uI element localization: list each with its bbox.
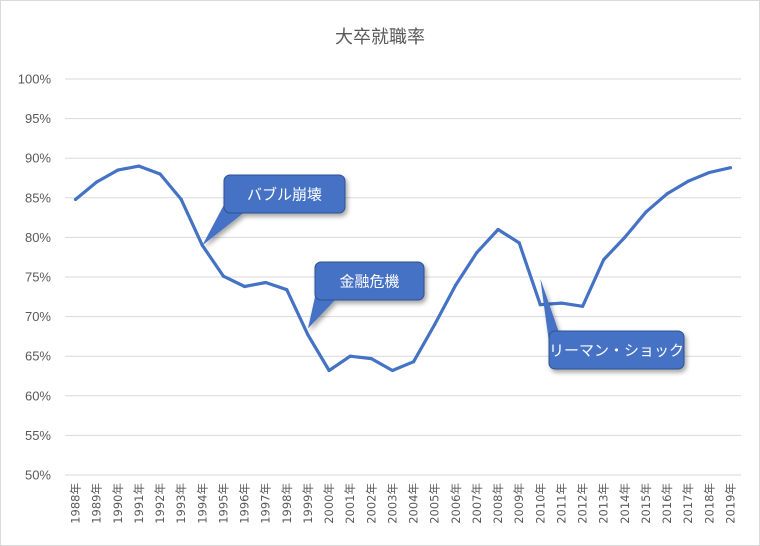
x-tick-label: 1993年 — [174, 483, 188, 524]
y-tick-label: 70% — [25, 309, 51, 324]
data-point — [475, 250, 479, 255]
chart-title: 大卒就職率 — [335, 27, 425, 48]
x-tick-label: 2012年 — [576, 483, 590, 524]
x-tick-label: 2003年 — [385, 483, 399, 524]
x-tick-label: 1990年 — [111, 483, 125, 524]
y-tick-label: 90% — [25, 151, 51, 166]
data-point — [433, 322, 437, 327]
callout — [202, 174, 346, 246]
x-tick-label: 2006年 — [449, 483, 463, 524]
x-tick-label: 2008年 — [491, 483, 505, 524]
y-tick-label: 85% — [25, 190, 51, 205]
callout-box — [548, 330, 685, 370]
x-tick-label: 2001年 — [343, 483, 357, 524]
data-point — [264, 280, 268, 285]
data-point — [221, 274, 226, 278]
data-point — [665, 192, 669, 196]
callout-label: バブル崩壊 — [247, 186, 322, 204]
data-point — [538, 303, 542, 307]
x-tick-label: 2007年 — [470, 483, 484, 524]
x-tick-label: 2000年 — [322, 483, 336, 524]
data-point — [559, 301, 564, 305]
data-point — [137, 164, 141, 168]
data-point — [116, 168, 120, 172]
x-tick-label: 2005年 — [428, 483, 442, 524]
x-tick-label: 1988年 — [69, 483, 83, 524]
data-point — [411, 360, 416, 364]
y-tick-label: 55% — [25, 428, 51, 443]
callout-box — [223, 174, 346, 214]
y-tick-label: 65% — [25, 349, 51, 364]
callout-label: リーマン・ショック — [549, 342, 684, 360]
data-point — [285, 288, 289, 292]
x-tick-label: 1994年 — [195, 483, 209, 524]
data-point — [602, 257, 606, 262]
x-tick-label: 1992年 — [153, 483, 167, 524]
x-tick-label: 2009年 — [512, 483, 526, 524]
x-tick-label: 1997年 — [259, 483, 273, 524]
x-tick-label: 1996年 — [238, 483, 252, 524]
x-tick-label: 1991年 — [132, 483, 146, 524]
data-point — [623, 235, 627, 239]
callout-box — [314, 261, 425, 301]
x-tick-label: 2019年 — [723, 483, 737, 524]
x-tick-label: 1998年 — [280, 483, 294, 524]
data-point — [517, 241, 521, 245]
x-tick-label: 2010年 — [533, 483, 547, 524]
data-point — [327, 368, 331, 373]
y-tick-label: 95% — [25, 111, 51, 126]
y-axis-ticks: 50% 55% 60% 65% 70% 75% 80% 85% 90% 95% 100% — [18, 72, 52, 483]
x-tick-label: 2016年 — [660, 483, 674, 524]
data-point — [348, 354, 352, 358]
y-tick-label: 50% — [25, 468, 51, 483]
callout — [540, 278, 685, 370]
data-point — [73, 197, 78, 201]
callout-label: 金融危機 — [339, 273, 399, 291]
data-point — [369, 356, 373, 361]
x-tick-label: 2017年 — [681, 483, 695, 524]
x-tick-label: 1989年 — [90, 483, 104, 524]
data-point — [158, 172, 162, 176]
x-tick-label: 1995年 — [216, 483, 230, 524]
x-tick-label: 2011年 — [554, 483, 568, 524]
y-tick-label: 80% — [25, 230, 51, 245]
x-tick-label: 2015年 — [639, 483, 653, 524]
data-point — [644, 210, 648, 214]
x-tick-label: 1999年 — [301, 483, 315, 524]
data-point — [707, 170, 711, 175]
x-tick-label: 2004年 — [407, 483, 421, 524]
callout-tail — [540, 278, 571, 367]
data-point — [306, 333, 310, 337]
data-point — [496, 227, 500, 232]
y-tick-label: 100% — [18, 72, 52, 87]
data-point — [95, 180, 99, 184]
data-point — [390, 368, 395, 373]
series-line — [74, 164, 732, 373]
data-point — [686, 179, 690, 183]
x-tick-label: 2014年 — [618, 483, 632, 524]
y-tick-label: 75% — [25, 270, 51, 285]
y-tick-label: 60% — [25, 388, 51, 403]
x-tick-label: 2018年 — [702, 483, 716, 524]
data-point — [580, 304, 585, 308]
data-point — [242, 284, 247, 289]
x-axis-ticks: 1988年 1989年 1990年 1991年 1992年 1993年 1994年 1995年… — [69, 483, 738, 524]
x-tick-label: 2002年 — [364, 483, 378, 524]
data-point — [179, 197, 183, 201]
x-tick-label: 2013年 — [597, 483, 611, 524]
data-point — [454, 283, 458, 287]
callout — [307, 261, 425, 329]
data-point — [728, 166, 733, 170]
